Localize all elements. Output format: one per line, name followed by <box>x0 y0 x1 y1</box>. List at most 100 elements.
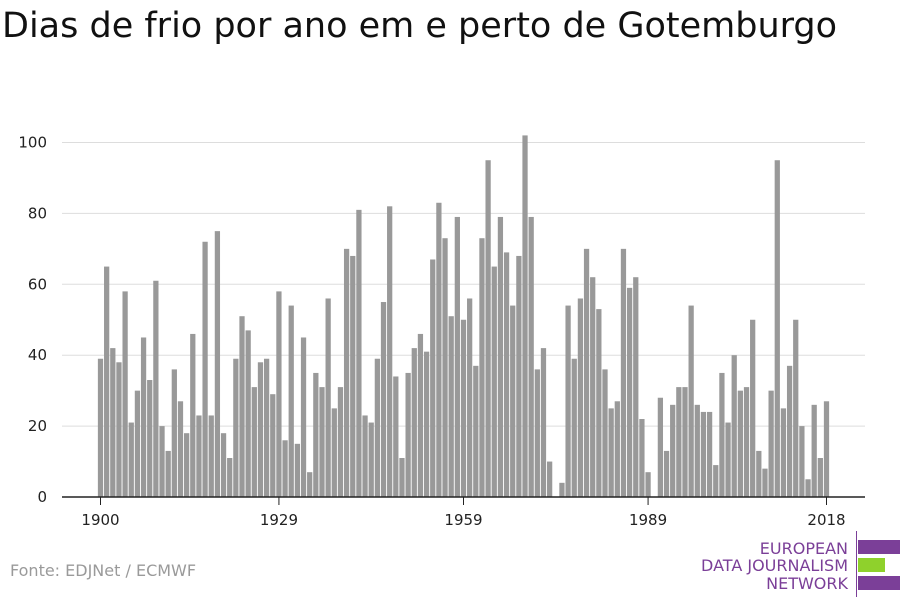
bar <box>147 380 153 497</box>
bar <box>467 298 473 497</box>
bar <box>479 238 485 497</box>
bar <box>473 365 479 497</box>
bar <box>737 390 743 497</box>
bar <box>743 387 750 497</box>
bar <box>202 241 208 497</box>
bar <box>405 372 411 497</box>
bar <box>257 362 264 497</box>
bar <box>516 255 522 497</box>
x-tick-label: 1929 <box>260 511 298 529</box>
x-tick-label: 1900 <box>81 511 119 529</box>
bar <box>282 440 288 497</box>
bar <box>719 372 725 497</box>
bar <box>602 369 608 497</box>
bar <box>559 482 565 497</box>
bar <box>713 465 719 497</box>
bar <box>430 259 436 497</box>
bar <box>239 316 245 497</box>
bar <box>116 362 122 497</box>
edjnet-logo: EUROPEAN DATA JOURNALISM NETWORK <box>700 531 900 597</box>
bar <box>208 415 214 497</box>
bar <box>233 358 239 497</box>
bar <box>817 458 823 497</box>
bar <box>288 305 294 497</box>
bar <box>577 298 584 497</box>
bar <box>608 408 614 497</box>
bar <box>325 298 331 497</box>
bar <box>688 305 694 497</box>
bar <box>522 135 528 497</box>
bar <box>165 450 171 497</box>
bar <box>497 216 504 497</box>
bar <box>762 468 768 497</box>
bar <box>811 404 817 497</box>
bar <box>534 369 540 497</box>
bar <box>774 160 780 497</box>
bar <box>190 333 196 497</box>
bar <box>140 337 147 497</box>
bar <box>270 394 276 497</box>
logo-line-3: NETWORK <box>766 574 848 593</box>
bar <box>196 415 202 497</box>
bar <box>337 387 344 497</box>
bar <box>706 411 713 497</box>
bar <box>387 206 393 497</box>
bar <box>368 422 374 497</box>
bar <box>460 319 467 497</box>
logo-line-2: DATA JOURNALISM <box>701 556 848 575</box>
bar <box>331 408 337 497</box>
bar <box>171 369 177 497</box>
bar <box>491 266 497 497</box>
bar <box>184 433 190 497</box>
bar <box>159 426 165 497</box>
bar <box>786 365 793 497</box>
bar <box>694 404 700 497</box>
y-axis-labels: 0 20 40 60 80 100 <box>18 134 47 507</box>
logo-block-purple-bottom <box>858 576 900 590</box>
chart-title: Dias de frio por ano em e perto de Gotem… <box>2 6 838 46</box>
logo-line-1: EUROPEAN <box>759 539 848 558</box>
source-note: Fonte: EDJNet / ECMWF <box>10 561 197 580</box>
bar <box>356 209 362 498</box>
bar <box>682 387 688 497</box>
y-tick-label: 0 <box>37 488 47 506</box>
bar <box>380 302 387 497</box>
bar <box>780 408 787 497</box>
bar <box>793 319 799 497</box>
bar <box>700 411 707 497</box>
bar <box>528 216 534 497</box>
bar <box>245 330 251 497</box>
bar <box>263 358 270 497</box>
y-tick-label: 100 <box>18 134 47 152</box>
bar <box>399 458 405 497</box>
bar <box>626 287 633 497</box>
bar <box>540 348 547 497</box>
bar <box>122 291 128 497</box>
bar <box>571 358 577 497</box>
bar <box>639 419 645 497</box>
bar <box>350 255 356 497</box>
y-tick-label: 20 <box>28 417 47 435</box>
bar <box>547 461 553 497</box>
bar <box>393 376 399 497</box>
bars <box>97 135 830 498</box>
bar <box>590 277 596 497</box>
bar <box>313 372 319 497</box>
bar <box>214 231 221 497</box>
bar <box>823 401 830 497</box>
bar <box>417 333 424 497</box>
x-tick-label: 1959 <box>444 511 482 529</box>
bar <box>153 280 159 497</box>
bar <box>448 316 454 497</box>
x-tick-label: 1989 <box>629 511 667 529</box>
bar <box>97 358 104 497</box>
bar <box>670 404 676 497</box>
bar <box>799 426 805 497</box>
bar <box>620 248 627 497</box>
logo-divider <box>856 531 857 597</box>
logo-block-green <box>858 558 885 572</box>
bar <box>485 160 491 497</box>
bar <box>596 309 602 497</box>
bar <box>768 390 774 497</box>
